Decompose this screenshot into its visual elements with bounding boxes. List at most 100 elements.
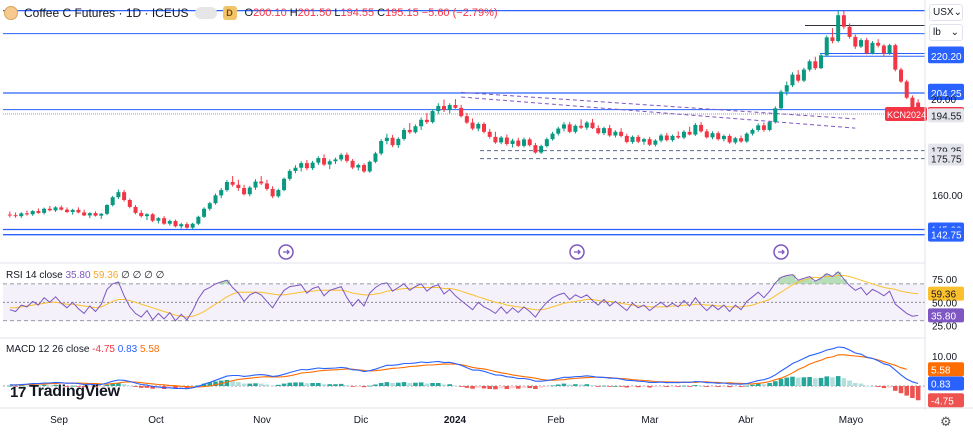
macd-hist-badge-bg xyxy=(928,393,964,408)
macd-histogram-bar xyxy=(407,383,413,386)
candle-body xyxy=(419,119,424,127)
candle-body xyxy=(796,74,801,81)
macd-histogram-bar xyxy=(521,386,527,388)
candle-body xyxy=(242,188,247,195)
candle-body xyxy=(379,141,384,154)
macd-histogram-bar xyxy=(607,386,612,387)
macd-histogram-bar xyxy=(7,385,13,387)
macd-histogram-bar xyxy=(910,386,915,398)
candle-body xyxy=(127,199,132,207)
macd-histogram-bar xyxy=(436,383,441,386)
macd-tick: 10.00 xyxy=(932,352,957,363)
candle-body xyxy=(681,131,686,138)
macd-histogram-bar xyxy=(356,386,361,387)
gear-icon[interactable]: ⚙ xyxy=(940,414,952,429)
candle-body xyxy=(442,105,447,110)
candle-body xyxy=(162,218,167,224)
macd-histogram-bar xyxy=(664,386,670,387)
candle-body xyxy=(93,213,98,216)
tradingview-logo[interactable]: 17 TradingView xyxy=(10,383,120,401)
candle-body xyxy=(716,133,721,140)
unit-select[interactable]: lb ⌄ xyxy=(929,24,963,41)
data-delay-badge: D xyxy=(222,6,237,20)
macd-histogram-bar xyxy=(298,382,304,386)
macd-histogram-bar xyxy=(870,386,875,387)
macd-histogram-bar xyxy=(818,377,824,386)
candle-body xyxy=(533,145,538,153)
macd-histogram-bar xyxy=(750,384,755,386)
candle-body xyxy=(636,136,641,142)
ohlc-key: C xyxy=(377,7,386,19)
candle-body xyxy=(184,224,189,228)
macd-legend[interactable]: MACD 12 26 close -4.75 0.83 5.58 xyxy=(6,344,159,355)
macd-histogram-bar xyxy=(310,383,315,386)
macd-histogram-bar xyxy=(93,386,98,388)
candle-body xyxy=(276,190,281,197)
macd-histogram-bar xyxy=(367,385,373,387)
macd-histogram-bar xyxy=(915,386,921,401)
candle-body xyxy=(876,42,881,46)
currency-select[interactable]: USX ⌄ xyxy=(929,4,963,21)
candle-body xyxy=(807,61,812,70)
candle-body xyxy=(282,178,287,191)
macd-histogram-bar xyxy=(344,385,350,386)
candle-body xyxy=(630,136,635,142)
candle-body xyxy=(836,15,841,42)
price-tick-bg xyxy=(928,85,964,100)
macd-histogram-bar xyxy=(247,383,253,386)
last-price-symbol-bg xyxy=(885,106,927,121)
brand-name: TradingView xyxy=(29,383,120,400)
candle-body xyxy=(470,122,475,129)
candle-body xyxy=(390,137,395,146)
candle-body xyxy=(344,154,349,161)
macd-histogram-bar xyxy=(36,385,41,387)
macd-histogram-bar xyxy=(390,383,395,386)
macd-histogram-bar xyxy=(864,385,870,387)
candle-body xyxy=(590,122,595,129)
market-status-icon[interactable] xyxy=(194,7,217,19)
candle-body xyxy=(30,211,35,215)
macd-histogram-bar xyxy=(858,383,864,386)
ohlc-value: 200.10 xyxy=(253,7,287,19)
candle-body xyxy=(213,195,218,204)
macd-histogram-bar xyxy=(687,386,692,387)
macd-histogram-bar xyxy=(236,382,241,386)
symbol-title[interactable]: Coffee C Futures · 1D · ICEUS xyxy=(24,6,189,20)
ohlc-key: H xyxy=(289,7,298,19)
macd-histogram-bar xyxy=(224,380,230,386)
trendline xyxy=(461,96,856,129)
candle-body xyxy=(573,125,578,132)
candle-body xyxy=(813,61,818,69)
macd-histogram-bar xyxy=(418,382,424,386)
macd-line xyxy=(9,346,919,390)
macd-histogram-bar xyxy=(841,378,847,386)
candle-body xyxy=(173,220,178,227)
candle-body xyxy=(693,124,698,135)
price-tick-bg xyxy=(928,49,964,64)
candle-body xyxy=(362,164,367,172)
candle-body xyxy=(207,203,212,209)
macd-histogram-bar xyxy=(550,385,555,387)
candle-body xyxy=(853,36,858,47)
candle-body xyxy=(670,135,675,141)
candle-body xyxy=(773,108,778,123)
ohlc-value: 201.50 xyxy=(297,7,332,19)
candle-body xyxy=(619,131,624,136)
rsi-legend[interactable]: RSI 14 close 35.80 59.36 ∅ ∅ ∅ ∅ xyxy=(6,270,164,281)
candle-body xyxy=(133,206,138,213)
candle-body xyxy=(322,158,327,165)
ohlc-item: H201.50 xyxy=(290,7,332,19)
candle-body xyxy=(556,128,561,134)
ohlc-item: L194.55 xyxy=(334,7,374,19)
rsi-tick: 50.00 xyxy=(932,298,957,309)
macd-histogram-bar xyxy=(453,385,458,387)
candle-body xyxy=(904,81,909,98)
macd-histogram-bar xyxy=(853,383,858,386)
candle-body xyxy=(396,138,401,146)
macd-histogram-bar xyxy=(241,383,247,386)
price-tick-bg xyxy=(928,108,964,123)
candle-body xyxy=(596,128,601,134)
candle-body xyxy=(270,188,275,197)
price-tick: 220.20 xyxy=(931,52,962,63)
